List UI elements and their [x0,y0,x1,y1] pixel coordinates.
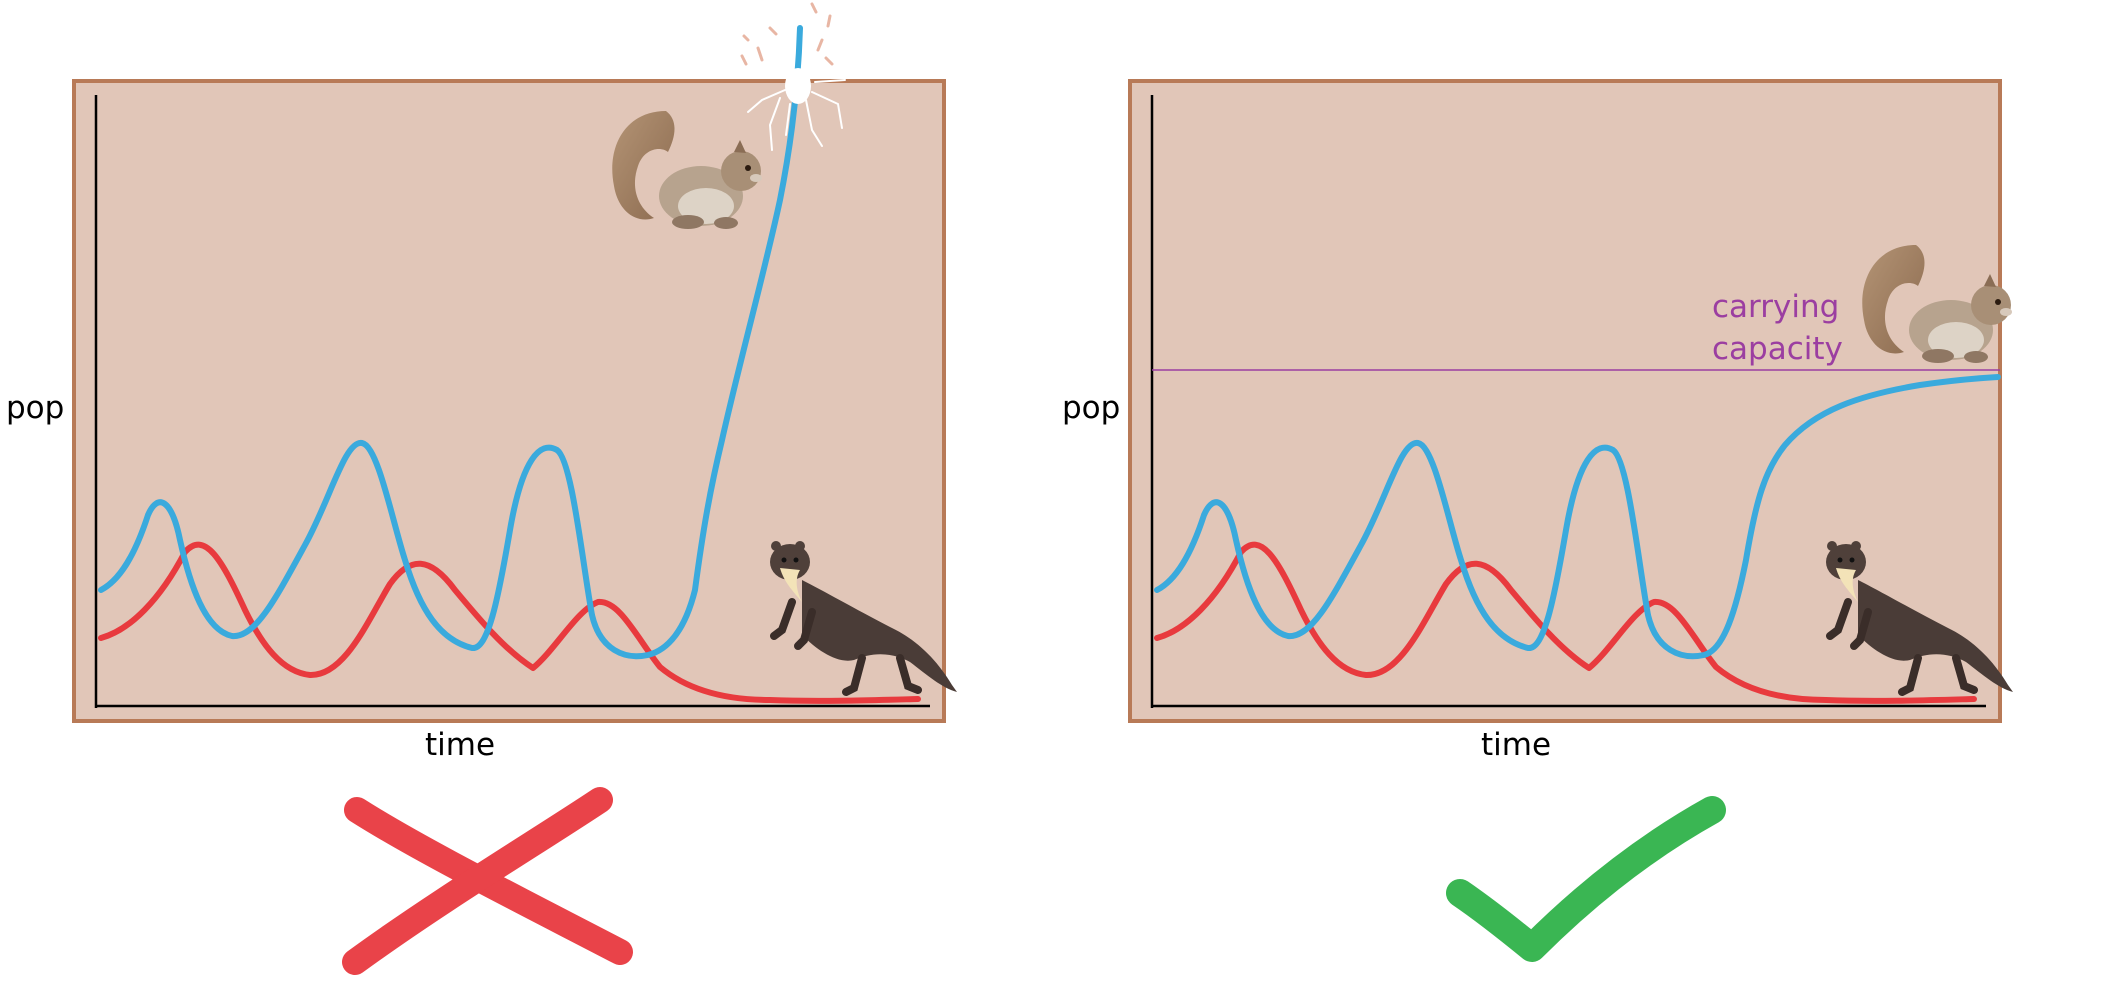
carrying-capacity-label-line2: capacity [1712,331,1843,367]
left-breakout-splash [747,55,846,151]
right-prey-curve [1154,374,2001,660]
right-y-axis-label: pop [1062,390,1120,426]
squirrel-icon [1862,245,2012,363]
squirrel-icon [612,111,762,229]
left-breakout-debris [740,2,834,66]
right-panel: carrying capacity [1062,79,2013,962]
left-x-axis-label: time [425,727,495,763]
marten-icon [770,541,957,696]
left-plot-background [72,79,946,723]
right-x-axis-label: time [1481,727,1551,763]
left-y-axis-label: pop [6,390,64,426]
left-prey-curve [98,25,803,660]
cross-icon [342,787,633,975]
right-predator-curve [1154,541,1977,704]
carrying-capacity-label-line1: carrying [1712,289,1839,325]
left-panel: pop time [6,2,957,975]
check-icon [1446,796,1726,962]
marten-icon [1826,541,2013,696]
left-predator-curve [98,541,921,704]
